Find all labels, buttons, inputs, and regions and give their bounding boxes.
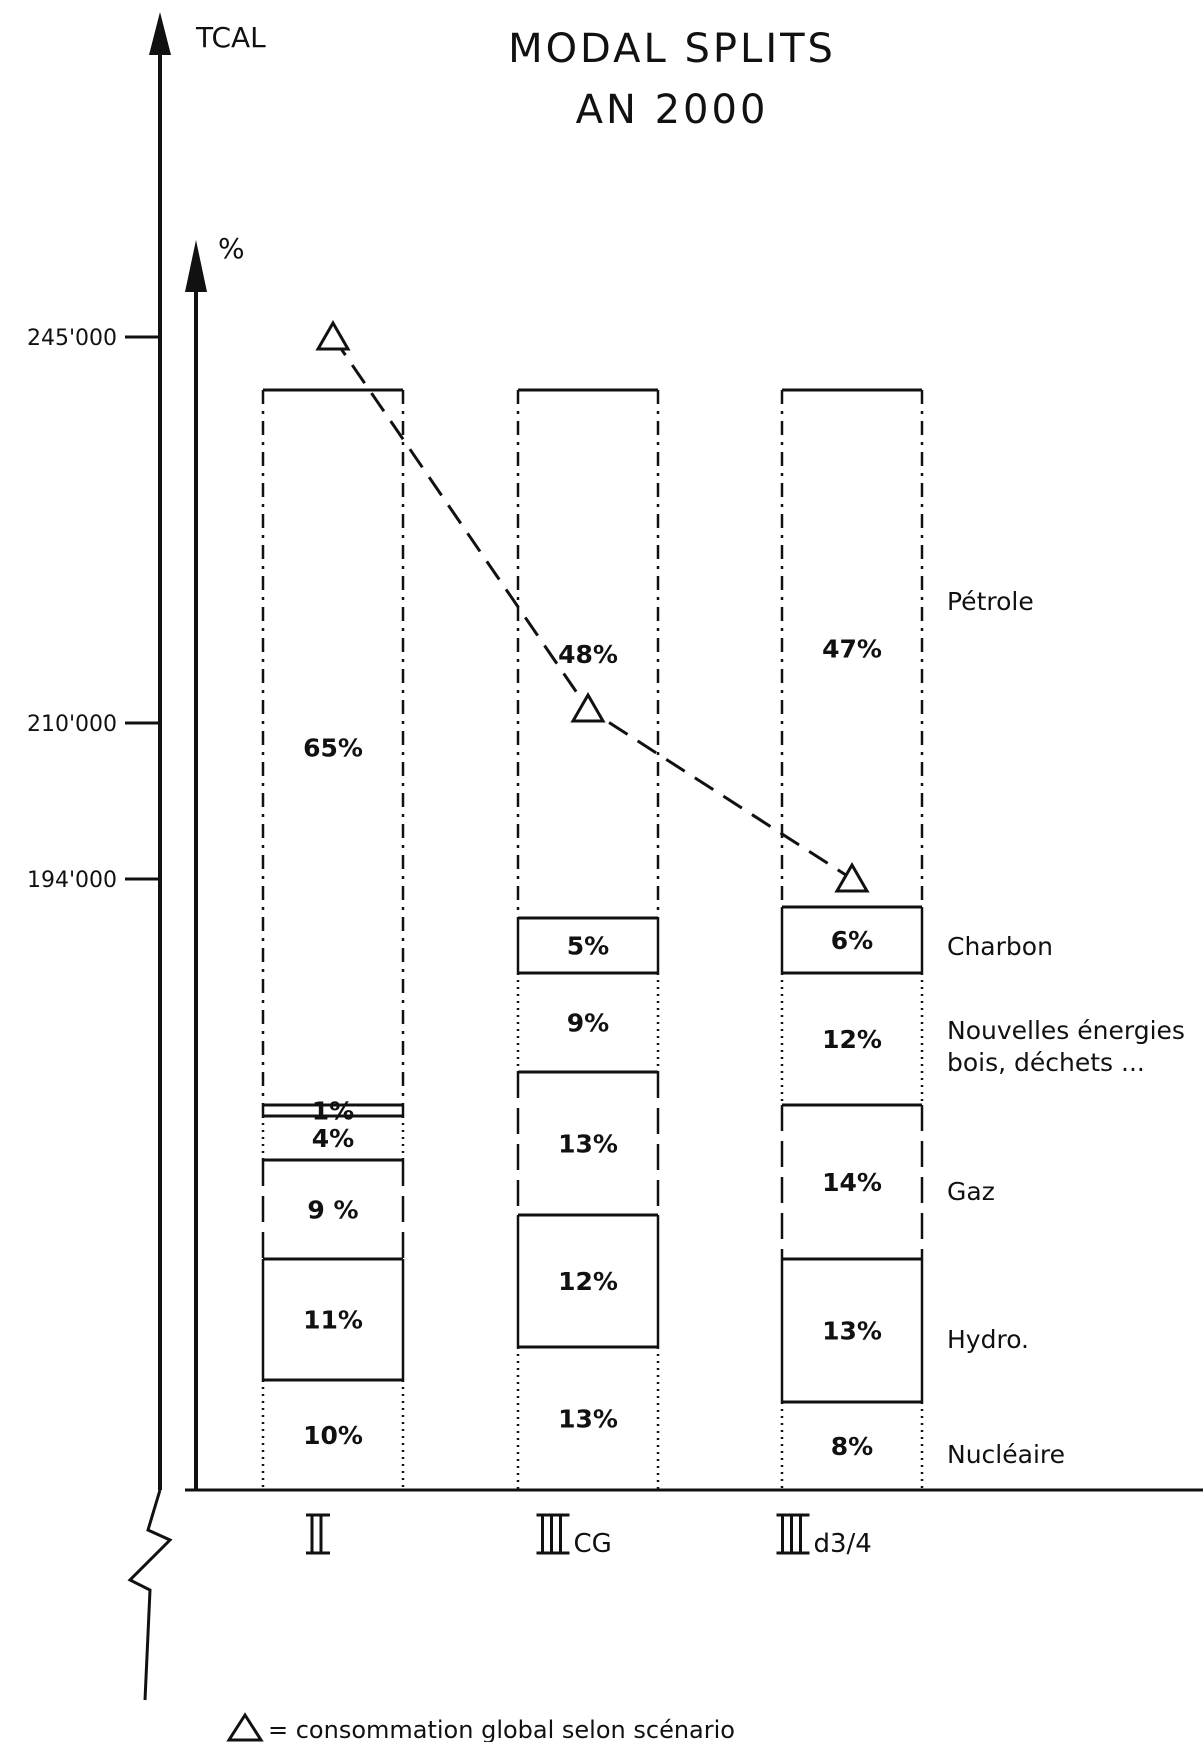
segment-label: 13% <box>558 1405 618 1434</box>
segment-label: 47% <box>822 635 882 664</box>
segment-label: 1% <box>312 1097 354 1126</box>
bar-1: 13% 12% 13% 9% 5% 48% <box>516 388 660 1490</box>
bar-segment: 4% <box>261 1114 405 1160</box>
consumption-line <box>315 319 870 893</box>
triangle-marker-icon <box>226 1712 264 1742</box>
legend: = consommation global selon scénario <box>226 1712 735 1742</box>
segment-label: 11% <box>303 1306 363 1335</box>
bar-segment: 48% <box>516 388 660 918</box>
x-category: CG <box>536 1513 612 1559</box>
y-tick-1: 210'000 <box>27 712 158 737</box>
segment-label: 13% <box>558 1130 618 1159</box>
y-tick-label: 245'000 <box>27 326 117 351</box>
consumption-point <box>570 691 606 723</box>
y-tick-label: 194'000 <box>27 868 117 893</box>
bar-segment: 6% <box>780 905 924 973</box>
bar-segment: 13% <box>780 1257 924 1402</box>
bar-segment: 13% <box>516 1070 660 1215</box>
bar-segment: 65% <box>261 388 405 1105</box>
chart-subtitle: AN 2000 <box>576 87 769 133</box>
y-tick-label: 210'000 <box>27 712 117 737</box>
segment-label: 10% <box>303 1421 363 1450</box>
percent-axis-arrow <box>185 240 207 292</box>
label-hydro: Hydro. <box>947 1325 1029 1354</box>
segment-label: 5% <box>567 932 609 961</box>
x-category <box>306 1513 330 1555</box>
segment-label: 12% <box>822 1025 882 1054</box>
tcal-axis-label: TCAL <box>195 21 266 54</box>
x-category: d3/4 <box>776 1513 872 1559</box>
segment-label: 9 % <box>307 1196 358 1225</box>
segment-label: 9% <box>567 1009 609 1038</box>
segment-label: 13% <box>822 1317 882 1346</box>
consumption-point <box>315 319 351 351</box>
segment-label: 65% <box>303 734 363 763</box>
segment-label: 6% <box>831 926 873 955</box>
bar-segment: 10% <box>261 1378 405 1490</box>
axis-break-mark <box>127 1489 173 1701</box>
tcal-axis-arrow <box>149 12 171 55</box>
y-tick-2: 194'000 <box>27 868 158 893</box>
segment-label: 12% <box>558 1267 618 1296</box>
chart-title: MODAL SPLITS <box>508 26 836 72</box>
bar-0: 10% 11% 9 % 4%1% 65% <box>261 388 405 1490</box>
x-category-suffix: CG <box>574 1529 612 1559</box>
bar-segment: 1% <box>261 1097 405 1126</box>
bar-2: 8% 13% 14% 12% 6% 47% <box>780 388 924 1490</box>
x-categories: CG d3/4 <box>306 1513 872 1559</box>
bar-segment: 14% <box>780 1103 924 1259</box>
label-bois-dechets: bois, déchets ... <box>947 1048 1145 1077</box>
stacked-bars: 10% 11% 9 % 4%1% 65% 13% 12% 13% 9% 5% 48% 8% 13% 14%… <box>261 388 924 1490</box>
bar-segment: 47% <box>780 388 924 907</box>
segment-label: 48% <box>558 640 618 669</box>
label-gaz: Gaz <box>947 1177 995 1206</box>
bar-segment: 8% <box>780 1400 924 1490</box>
bar-segment: 12% <box>516 1213 660 1347</box>
segment-label: 14% <box>822 1168 882 1197</box>
consumption-point <box>834 861 870 893</box>
bar-segment: 5% <box>516 916 660 973</box>
legend-text: = consommation global selon scénario <box>268 1716 735 1742</box>
segment-label: 4% <box>312 1124 354 1153</box>
segment-label: 8% <box>831 1432 873 1461</box>
bar-segment: 11% <box>261 1257 405 1380</box>
label-nucleaire: Nucléaire <box>947 1440 1065 1469</box>
label-petrole: Pétrole <box>947 587 1034 616</box>
bar-segment: 9% <box>516 971 660 1072</box>
bar-segment: 13% <box>516 1345 660 1490</box>
label-charbon: Charbon <box>947 932 1053 961</box>
y-tick-0: 245'000 <box>27 326 158 351</box>
x-category-suffix: d3/4 <box>814 1529 872 1559</box>
bar-segment: 12% <box>780 971 924 1105</box>
consumption-dashed-line <box>331 336 853 881</box>
percent-axis-label: % <box>218 232 245 265</box>
label-nouvelles-energies: Nouvelles énergies <box>947 1016 1185 1045</box>
bar-segment: 9 % <box>261 1158 405 1259</box>
